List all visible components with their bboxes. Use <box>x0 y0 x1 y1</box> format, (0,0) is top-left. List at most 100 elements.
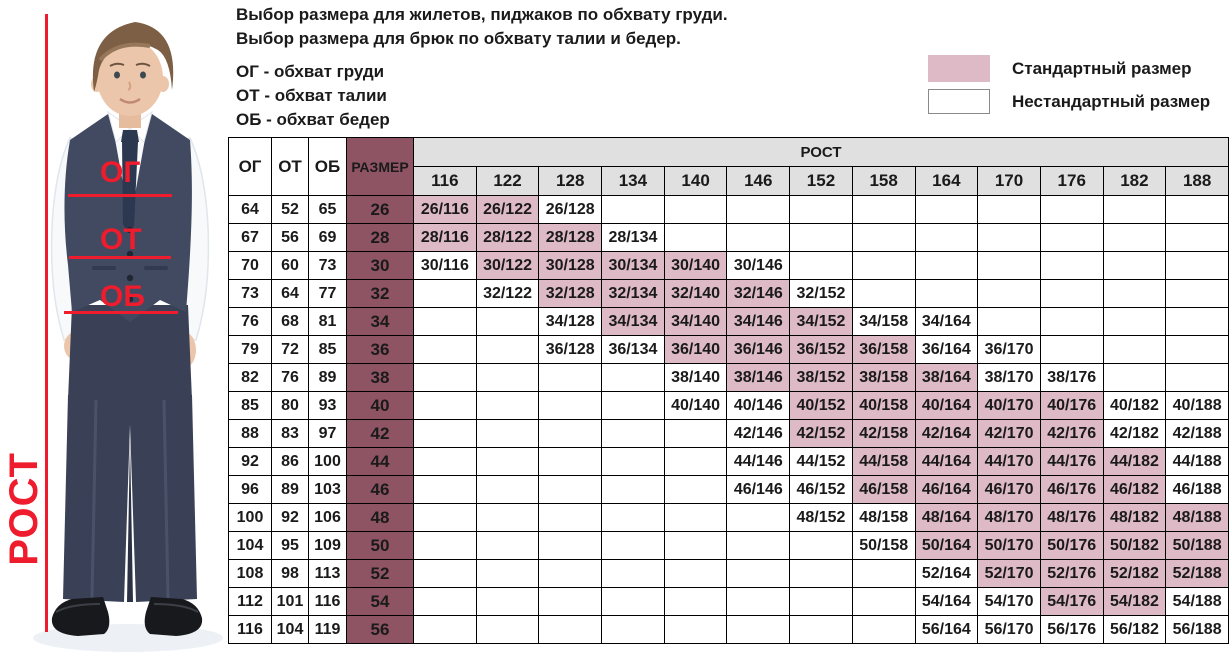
hips-value: 100 <box>308 447 347 476</box>
cell-38-128 <box>538 363 603 392</box>
cell-36-158: 36/158 <box>851 335 916 364</box>
cell-50-188: 50/188 <box>1165 531 1229 560</box>
chest-value: 116 <box>228 615 272 644</box>
cell-56-170: 56/170 <box>977 615 1041 644</box>
cell-42-158: 42/158 <box>851 419 916 448</box>
cell-40-146: 40/146 <box>726 391 791 420</box>
cell-34-116 <box>413 307 477 336</box>
cell-28-146 <box>726 223 791 252</box>
cell-42-140 <box>663 419 728 448</box>
cell-56-140 <box>663 615 728 644</box>
waist-value: 56 <box>271 223 309 252</box>
cell-42-188: 42/188 <box>1165 419 1229 448</box>
waist-measure-line <box>69 256 171 259</box>
cell-52-176: 52/176 <box>1039 559 1104 588</box>
cell-54-170: 54/170 <box>977 587 1041 616</box>
abbreviations-block: ОГ - обхват груди ОТ - обхват талии ОБ -… <box>236 60 390 132</box>
cell-32-176 <box>1039 279 1104 308</box>
cell-36-128: 36/128 <box>538 335 603 364</box>
cell-32-128: 32/128 <box>538 279 603 308</box>
cell-54-116 <box>413 587 477 616</box>
cell-44-152: 44/152 <box>789 447 853 476</box>
cell-50-176: 50/176 <box>1039 531 1104 560</box>
cell-46-182: 46/182 <box>1102 475 1167 504</box>
cell-40-116 <box>413 391 477 420</box>
table-row-size-50: 104 95 109 50 50/158 50/164 50/170 50/176 50/182… <box>228 531 1229 560</box>
cell-38-188 <box>1165 363 1229 392</box>
cell-32-140: 32/140 <box>663 279 728 308</box>
hips-value: 65 <box>308 195 347 224</box>
cell-40-152: 40/152 <box>789 391 853 420</box>
cell-44-116 <box>413 447 477 476</box>
waist-value: 60 <box>271 251 309 280</box>
cell-52-116 <box>413 559 477 588</box>
cell-48-158: 48/158 <box>851 503 916 532</box>
hips-value: 97 <box>308 419 347 448</box>
size-value: 26 <box>346 195 414 224</box>
cell-46-128 <box>538 475 603 504</box>
chest-value: 88 <box>228 419 272 448</box>
cell-36-116 <box>413 335 477 364</box>
table-row-size-54: 112 101 116 54 54/164 54/170 54/176 54/182 54/18… <box>228 587 1229 616</box>
cell-54-140 <box>663 587 728 616</box>
cell-32-116 <box>413 279 477 308</box>
waist-value: 92 <box>271 503 309 532</box>
height-header-182: 182 <box>1102 166 1167 196</box>
cell-54-134 <box>601 587 665 616</box>
cell-52-134 <box>601 559 665 588</box>
cell-38-134 <box>601 363 665 392</box>
cell-26-188 <box>1165 195 1229 224</box>
chest-measure-line <box>68 194 172 197</box>
cell-48-128 <box>538 503 603 532</box>
cell-56-182: 56/182 <box>1102 615 1167 644</box>
cell-42-176: 42/176 <box>1039 419 1104 448</box>
cell-34-164: 34/164 <box>914 307 979 336</box>
waist-label: ОТ <box>100 223 142 256</box>
cell-52-146 <box>726 559 791 588</box>
cell-54-128 <box>538 587 603 616</box>
cell-42-164: 42/164 <box>914 419 979 448</box>
table-row-size-32: 73 64 77 32 32/122 32/128 32/134 32/140 32/146 32… <box>228 279 1229 308</box>
cell-40-176: 40/176 <box>1039 391 1104 420</box>
cell-52-164: 52/164 <box>914 559 979 588</box>
cell-26-128: 26/128 <box>538 195 603 224</box>
cell-26-152 <box>789 195 853 224</box>
table-row-size-38: 82 76 89 38 38/140 38/146 38/152 38/158 38/164 38… <box>228 363 1229 392</box>
cell-42-128 <box>538 419 603 448</box>
cell-28-122: 28/122 <box>475 223 540 252</box>
cell-52-152 <box>789 559 853 588</box>
waist-value: 76 <box>271 363 309 392</box>
cell-54-176: 54/176 <box>1039 587 1104 616</box>
cell-52-170: 52/170 <box>977 559 1041 588</box>
chest-value: 112 <box>228 587 272 616</box>
size-value: 48 <box>346 503 414 532</box>
cell-54-158 <box>851 587 916 616</box>
cell-54-146 <box>726 587 791 616</box>
cell-36-188 <box>1165 335 1229 364</box>
height-header-188: 188 <box>1165 166 1229 196</box>
cell-34-128: 34/128 <box>538 307 603 336</box>
cell-34-140: 34/140 <box>663 307 728 336</box>
cell-50-152 <box>789 531 853 560</box>
height-label-vertical: РОСТ <box>2 452 46 566</box>
cell-52-128 <box>538 559 603 588</box>
cell-26-182 <box>1102 195 1167 224</box>
height-header-140: 140 <box>663 166 728 196</box>
cell-28-188 <box>1165 223 1229 252</box>
cell-46-152: 46/152 <box>789 475 853 504</box>
table-row-size-40: 85 80 93 40 40/140 40/146 40/152 40/158 40/164 40… <box>228 391 1229 420</box>
cell-46-146: 46/146 <box>726 475 791 504</box>
size-value: 44 <box>346 447 414 476</box>
cell-34-152: 34/152 <box>789 307 853 336</box>
cell-50-128 <box>538 531 603 560</box>
hips-value: 77 <box>308 279 347 308</box>
cell-44-164: 44/164 <box>914 447 979 476</box>
cell-56-164: 56/164 <box>914 615 979 644</box>
waist-value: 95 <box>271 531 309 560</box>
cell-34-182 <box>1102 307 1167 336</box>
cell-28-152 <box>789 223 853 252</box>
cell-54-188: 54/188 <box>1165 587 1229 616</box>
cell-46-116 <box>413 475 477 504</box>
height-header-164: 164 <box>914 166 979 196</box>
cell-42-152: 42/152 <box>789 419 853 448</box>
